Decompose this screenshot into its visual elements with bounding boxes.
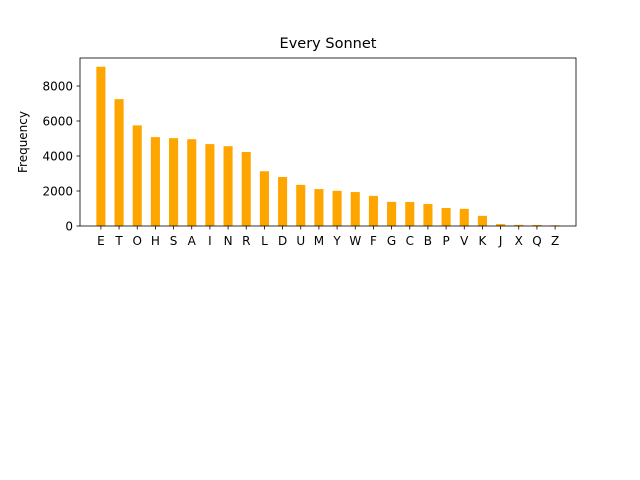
x-tick-label: Y	[332, 234, 341, 248]
x-tick-label: U	[296, 234, 305, 248]
bar-g	[387, 201, 397, 226]
y-tick-label: 0	[65, 220, 73, 234]
y-tick-label: 8000	[42, 80, 73, 94]
x-tick-label: A	[188, 234, 197, 248]
bar-t	[114, 99, 124, 226]
bar-c	[405, 202, 415, 226]
x-tick-label: X	[515, 234, 523, 248]
bar-q	[532, 224, 542, 226]
bar-x	[514, 224, 524, 226]
bar-h	[150, 137, 160, 226]
x-tick-label: L	[261, 234, 268, 248]
bar-j	[496, 224, 506, 226]
x-tick-label: F	[370, 234, 377, 248]
x-tick-label: J	[498, 234, 503, 248]
x-tick-label: V	[460, 234, 469, 248]
bar-b	[423, 203, 433, 226]
bar-k	[477, 215, 487, 226]
x-tick-label: C	[406, 234, 414, 248]
x-tick-label: Q	[532, 234, 541, 248]
bar-o	[132, 125, 142, 226]
x-tick-label: O	[133, 234, 142, 248]
y-tick-label: 4000	[42, 150, 73, 164]
x-tick-label: Z	[551, 234, 559, 248]
x-tick-label: S	[170, 234, 178, 248]
x-tick-label: R	[242, 234, 250, 248]
x-tick-label: M	[314, 234, 324, 248]
bar-f	[368, 195, 378, 226]
bar-w	[350, 192, 360, 226]
x-tick-label: P	[442, 234, 449, 248]
bar-i	[205, 144, 215, 226]
bar-m	[314, 189, 324, 226]
x-tick-label: B	[424, 234, 432, 248]
x-tick-label: I	[208, 234, 212, 248]
bar-r	[241, 151, 251, 226]
x-tick-label: E	[97, 234, 105, 248]
bar-l	[259, 171, 269, 226]
x-tick-label: T	[114, 234, 123, 248]
bar-d	[278, 177, 288, 226]
x-tick-label: G	[387, 234, 396, 248]
chart-title: Every Sonnet	[280, 36, 377, 52]
bar-e	[96, 66, 106, 226]
bar-s	[169, 138, 179, 226]
x-tick-label: K	[478, 234, 487, 248]
y-axis-ticks: 0 2000 4000 6000 8000	[42, 80, 80, 234]
bar-p	[441, 207, 451, 226]
x-tick-label: D	[278, 234, 287, 248]
plot-frame	[79, 57, 577, 227]
bars-group	[96, 66, 560, 226]
x-tick-label: H	[151, 234, 160, 248]
y-tick-label: 6000	[42, 115, 73, 129]
bar-u	[296, 184, 306, 226]
y-axis-label: Frequency	[16, 111, 30, 173]
x-tick-label: N	[224, 234, 233, 248]
bar-n	[223, 146, 233, 226]
y-tick-label: 2000	[42, 185, 73, 199]
bar-y	[332, 190, 342, 226]
x-tick-label: W	[349, 234, 361, 248]
bar-a	[187, 139, 197, 226]
bar-v	[459, 208, 469, 226]
